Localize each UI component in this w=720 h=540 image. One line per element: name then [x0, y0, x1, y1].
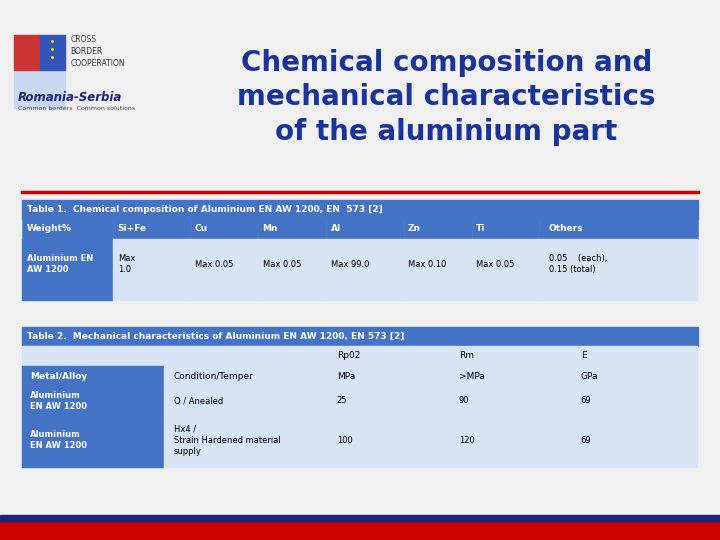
Text: Max 99.0: Max 99.0	[330, 260, 369, 268]
Text: Rm: Rm	[459, 352, 474, 360]
Bar	[113, 219, 191, 239]
Bar	[573, 366, 698, 387]
Text: Condition/Temper: Condition/Temper	[174, 372, 253, 381]
Bar	[163, 366, 330, 387]
Bar	[404, 239, 472, 301]
Text: Hx4 /
Strain Hardened material
supply: Hx4 / Strain Hardened material supply	[174, 424, 280, 456]
Bar	[539, 219, 698, 239]
Bar	[451, 366, 573, 387]
Bar	[330, 346, 451, 366]
Text: Aluminium
EN AW 1200: Aluminium EN AW 1200	[30, 430, 87, 450]
Bar	[191, 239, 258, 301]
Bar	[472, 239, 539, 301]
Text: Max 0.05: Max 0.05	[263, 260, 301, 268]
Text: Max 0.10: Max 0.10	[408, 260, 446, 268]
Bar	[539, 239, 698, 301]
Text: Si+Fe: Si+Fe	[117, 225, 147, 233]
Bar	[0, 515, 720, 521]
Text: Chemical composition and
mechanical characteristics
of the aluminium part: Chemical composition and mechanical char…	[237, 49, 656, 146]
Bar	[163, 422, 330, 468]
Bar	[404, 219, 472, 239]
Bar	[191, 219, 258, 239]
Bar	[163, 387, 330, 422]
Bar	[14, 35, 40, 70]
Text: Romania-Serbia: Romania-Serbia	[18, 91, 122, 104]
Text: 120: 120	[459, 436, 474, 444]
Text: MPa: MPa	[337, 372, 355, 381]
Text: Metal/Alloy: Metal/Alloy	[30, 372, 87, 381]
Bar	[22, 346, 163, 366]
Bar	[451, 422, 573, 468]
Text: Max
1.0: Max 1.0	[117, 254, 135, 274]
Text: Cu: Cu	[195, 225, 208, 233]
Text: Zn: Zn	[408, 225, 421, 233]
Text: 69: 69	[581, 436, 591, 444]
Bar	[113, 239, 191, 301]
Text: Weight%: Weight%	[27, 225, 72, 233]
Bar	[330, 422, 451, 468]
Bar	[326, 239, 404, 301]
Bar	[573, 346, 698, 366]
Text: >MPa: >MPa	[459, 372, 485, 381]
Text: 69: 69	[581, 396, 591, 405]
Text: Others: Others	[549, 225, 583, 233]
Text: Table 1.  Chemical composition of Aluminium EN AW 1200, EN  573 [2]: Table 1. Chemical composition of Alumini…	[27, 205, 383, 214]
Text: CROSS
BORDER
COOPERATION: CROSS BORDER COOPERATION	[71, 35, 125, 68]
Text: Max 0.05: Max 0.05	[195, 260, 233, 268]
Text: 90: 90	[459, 396, 469, 405]
Bar	[258, 239, 326, 301]
Text: 100: 100	[337, 436, 353, 444]
Text: Common borders  Common solutions: Common borders Common solutions	[18, 105, 135, 111]
Bar	[22, 239, 113, 301]
Text: 25: 25	[337, 396, 347, 405]
Text: E: E	[581, 352, 586, 360]
Text: Max 0.05: Max 0.05	[476, 260, 514, 268]
Bar	[22, 200, 698, 219]
Bar	[22, 366, 163, 387]
Bar	[22, 387, 163, 422]
Text: 0.05    (each),
0.15 (total): 0.05 (each), 0.15 (total)	[549, 254, 607, 274]
Bar	[163, 346, 330, 366]
Bar	[258, 219, 326, 239]
Bar	[326, 219, 404, 239]
Text: Ti: Ti	[476, 225, 485, 233]
Bar	[22, 219, 113, 239]
Bar	[22, 422, 163, 468]
Bar	[573, 387, 698, 422]
Bar	[0, 521, 720, 540]
Bar	[330, 387, 451, 422]
Bar	[451, 346, 573, 366]
Text: Aluminium
EN AW 1200: Aluminium EN AW 1200	[30, 390, 87, 411]
Bar	[330, 366, 451, 387]
Text: O / Anealed: O / Anealed	[174, 396, 223, 405]
Text: GPa: GPa	[581, 372, 598, 381]
Text: Table 2.  Mechanical characteristics of Aluminium EN AW 1200, EN 573 [2]: Table 2. Mechanical characteristics of A…	[27, 332, 405, 341]
Bar	[451, 387, 573, 422]
Text: Rp02: Rp02	[337, 352, 360, 360]
Text: Mn: Mn	[263, 225, 278, 233]
Text: Al: Al	[330, 225, 341, 233]
Bar	[472, 219, 539, 239]
Bar	[14, 38, 65, 108]
Bar	[573, 422, 698, 468]
Bar	[40, 35, 65, 70]
Text: Aluminium EN
AW 1200: Aluminium EN AW 1200	[27, 254, 94, 274]
Bar	[22, 327, 698, 346]
